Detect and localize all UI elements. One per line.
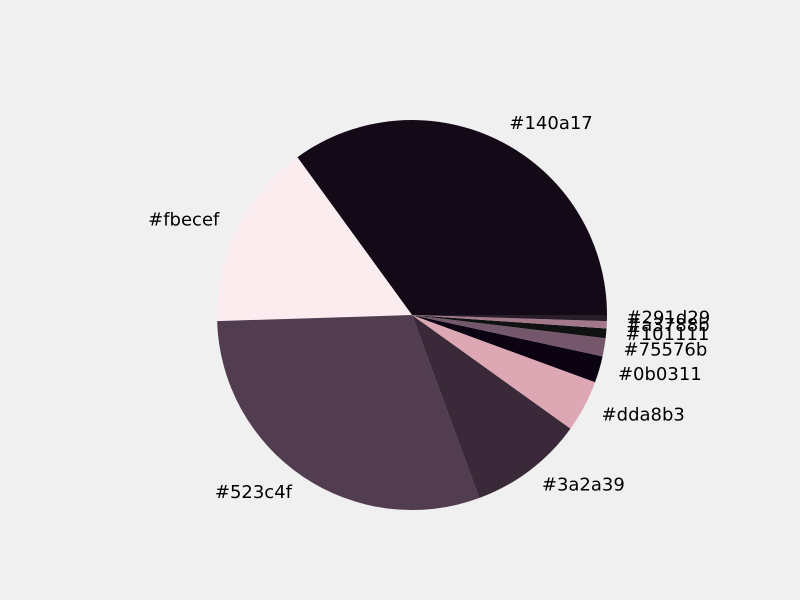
pie-slice-label: #140a17 xyxy=(509,113,592,134)
pie-slice-label: #75576b xyxy=(624,340,708,361)
pie-slice-label: #dda8b3 xyxy=(602,404,685,425)
pie-slice-label: #0b0311 xyxy=(618,364,702,385)
pie-slice-6 xyxy=(412,315,606,357)
pie-labels: #140a17 #fbecef #523c4f #3a2a39 #dda8b3 #0b03… xyxy=(148,113,710,503)
pie-slice-3 xyxy=(412,315,571,499)
pie-slice-label: #291d29 xyxy=(626,307,710,328)
pie-slice-1 xyxy=(217,157,412,322)
pie-slice-0 xyxy=(297,119,607,315)
pie-slices xyxy=(217,119,607,511)
pie-slice-4 xyxy=(412,315,596,429)
pie-slice-label: #3a2a39 xyxy=(542,475,625,496)
pie-slice-label: #523c4f xyxy=(215,482,293,503)
pie-slice-8 xyxy=(412,315,607,329)
pie-slice-7 xyxy=(412,315,607,339)
pie-slice-label: #101111 xyxy=(626,324,710,345)
pie-slice-5 xyxy=(412,315,603,383)
pie-slice-label: #fbecef xyxy=(148,210,220,231)
pie-slice-2 xyxy=(217,315,480,511)
pie-slice-9 xyxy=(412,315,607,322)
pie-slice-label: #a3788b xyxy=(626,315,709,336)
